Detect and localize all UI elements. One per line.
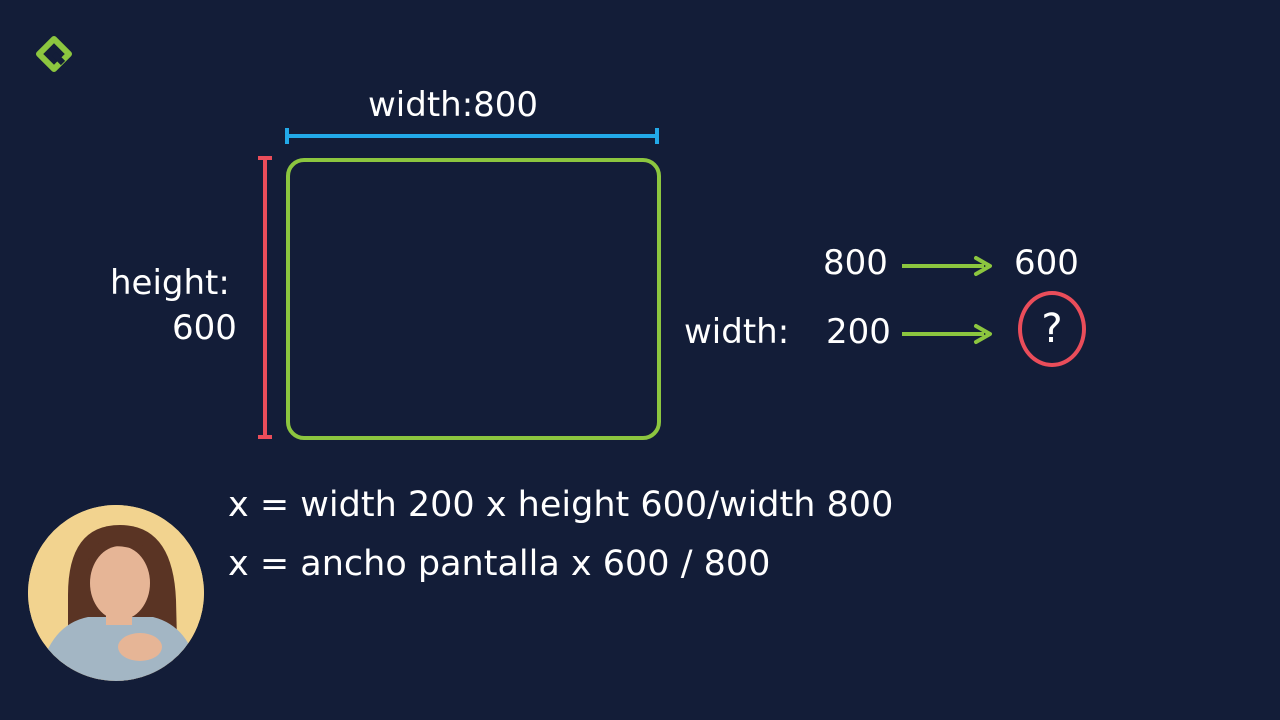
unknown-value-circle: ?: [1018, 291, 1086, 367]
height-value: 600: [172, 308, 237, 348]
arrow-right-icon: [902, 256, 992, 276]
ratio-bottom-prefix: width:: [684, 312, 790, 352]
presenter-illustration: [28, 505, 204, 681]
question-mark: ?: [1041, 306, 1063, 352]
formula-line-1: x = width 200 x height 600/width 800: [228, 485, 894, 525]
ratio-bottom-left: 200: [826, 312, 891, 352]
screen-rectangle: [286, 158, 661, 440]
brand-logo-icon: [36, 36, 72, 72]
arrow-right-icon: [902, 324, 992, 344]
presenter-avatar: [28, 505, 204, 681]
width-marker: [285, 128, 659, 144]
ratio-top-left: 800: [823, 243, 888, 283]
height-label: height:: [110, 263, 230, 303]
ratio-top-right: 600: [1014, 243, 1079, 283]
height-marker: [258, 156, 272, 439]
width-label: width:800: [368, 85, 539, 125]
formula-line-2: x = ancho pantalla x 600 / 800: [228, 544, 771, 584]
